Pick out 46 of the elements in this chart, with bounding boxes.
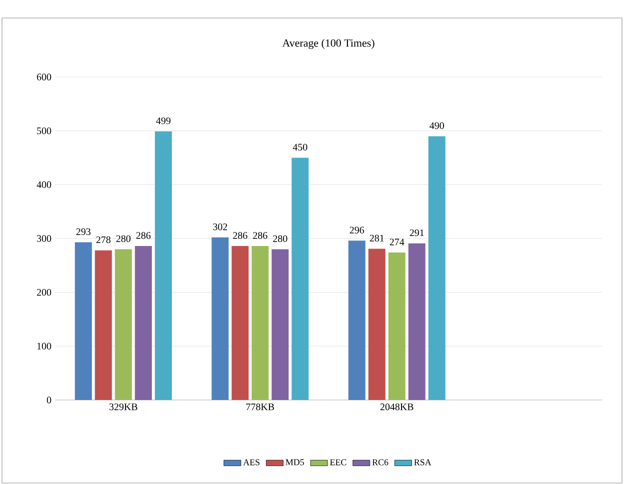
chart-title: Average (100 Times): [282, 39, 374, 49]
bar: [368, 248, 386, 400]
data-label: 296: [350, 226, 364, 234]
y-tick-label: 200: [36, 288, 52, 296]
data-label: 280: [273, 235, 288, 242]
bar: [252, 246, 269, 400]
legend-label: RSA: [414, 459, 432, 466]
bar: [272, 249, 289, 400]
data-label: 286: [233, 232, 248, 239]
bar: [428, 136, 446, 400]
bar: [388, 252, 406, 400]
data-label: 490: [430, 122, 444, 130]
y-tick-label: 100: [37, 342, 52, 350]
x-tick-label: 2048KB: [380, 404, 414, 410]
data-label: 499: [156, 117, 170, 124]
data-label: 286: [136, 232, 151, 239]
bar: [134, 246, 152, 400]
bar: [348, 240, 366, 400]
y-tick-label: 600: [36, 74, 52, 80]
y-tick-label: 400: [36, 181, 52, 188]
data-label: 302: [213, 223, 228, 230]
y-tick-label: 0: [46, 396, 52, 404]
data-label: 281: [370, 234, 384, 242]
data-label: 278: [96, 236, 110, 244]
legend-label: EEC: [330, 459, 346, 466]
y-tick-label: 300: [37, 235, 52, 242]
bar: [212, 237, 229, 400]
y-tick-label: 500: [37, 127, 52, 134]
bar: [154, 131, 172, 400]
bar: [408, 243, 426, 400]
bar: [114, 249, 132, 400]
legend-label: RC6: [372, 459, 388, 466]
data-label: 274: [390, 238, 404, 246]
data-label: 291: [410, 229, 424, 236]
bar: [74, 242, 92, 400]
data-label: 450: [292, 144, 308, 151]
bar: [232, 246, 249, 400]
x-tick-label: 778KB: [246, 404, 274, 410]
bar: [292, 158, 309, 400]
x-tick-label: 329KB: [109, 404, 138, 410]
data-label: 280: [116, 235, 130, 242]
data-label: 286: [253, 232, 268, 239]
legend-label: MD5: [286, 459, 304, 466]
bar: [94, 250, 112, 400]
legend-label: AES: [243, 459, 260, 466]
data-label: 293: [76, 228, 90, 236]
